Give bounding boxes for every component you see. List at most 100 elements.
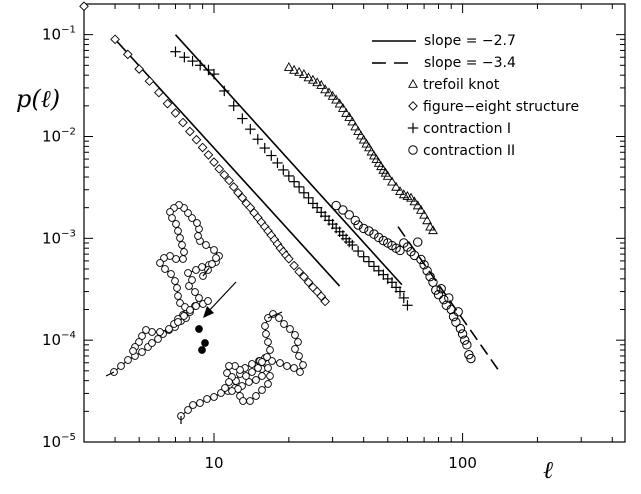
legend: slope = −2.7 slope = −3.4 trefoil knot figu… — [372, 33, 579, 159]
point-circle — [457, 329, 468, 339]
legend-label: trefoil knot — [423, 77, 500, 93]
chain-bead — [212, 254, 220, 262]
point-circle — [378, 235, 389, 246]
chain-bead — [262, 330, 270, 338]
point-diamond — [185, 126, 195, 137]
point-triangle — [406, 192, 416, 202]
point-circle — [448, 311, 459, 322]
chain-bead — [188, 214, 196, 222]
point-plus — [208, 68, 220, 80]
point-triangle — [341, 107, 352, 117]
point-circle — [374, 232, 384, 243]
y-tick-label: 10−4 — [42, 330, 76, 349]
chain-bead — [176, 234, 184, 242]
chain-bead — [189, 401, 197, 409]
legend-label: contraction I — [423, 121, 511, 137]
chain-bead — [296, 368, 304, 376]
point-plus — [307, 198, 319, 209]
chain-bead — [117, 362, 125, 370]
chain-bead — [180, 248, 188, 256]
chain-bead — [171, 277, 179, 285]
point-triangle — [323, 87, 334, 97]
legend-label: slope = −3.4 — [424, 55, 516, 71]
chain-bead — [264, 380, 272, 388]
chain-bead — [156, 328, 164, 336]
point-plus — [170, 46, 181, 57]
point-circle — [369, 229, 379, 239]
point-plus — [219, 85, 230, 97]
point-triangle — [320, 84, 331, 94]
point-diamond — [178, 117, 188, 128]
chain-bead-filled — [198, 346, 206, 354]
point-plus — [187, 55, 198, 67]
chain-bead — [148, 339, 156, 347]
legend-swatch-diamond — [408, 101, 418, 111]
fit-line-solid — [174, 34, 403, 286]
point-diamond — [228, 182, 239, 192]
point-diamond — [79, 1, 89, 12]
chain-bead — [221, 384, 229, 392]
chain-bead — [154, 335, 162, 343]
chain-end — [267, 311, 283, 319]
chain-bead — [268, 357, 276, 365]
fit-line-solid — [114, 38, 341, 287]
chain-bead — [258, 386, 266, 394]
point-plus — [298, 187, 310, 198]
point-triangle — [395, 186, 405, 196]
point-diamond — [203, 150, 214, 160]
chain-bead — [252, 392, 260, 400]
point-triangle — [307, 74, 318, 84]
chain-bead — [174, 292, 182, 300]
point-triangle — [298, 68, 309, 78]
chain-bead — [192, 302, 200, 310]
chain-bead — [185, 282, 193, 290]
point-circle — [338, 205, 348, 215]
point-plus — [237, 113, 248, 124]
point-triangle — [363, 142, 374, 152]
point-plus — [283, 170, 295, 182]
chain-bead — [248, 360, 256, 368]
point-circle — [409, 250, 420, 261]
point-plus — [402, 300, 413, 311]
chain-bead — [174, 227, 182, 235]
x-axis-label: ℓ — [543, 456, 553, 484]
chain-bead — [176, 299, 184, 307]
chain-bead-filled — [195, 325, 203, 333]
point-plus — [259, 142, 270, 154]
chain-bead — [248, 368, 256, 376]
chain-bead — [180, 312, 188, 320]
point-circle — [453, 307, 463, 317]
point-triangle — [422, 215, 433, 225]
chain-bead — [239, 397, 247, 405]
point-triangle — [391, 181, 402, 191]
point-plus — [368, 261, 380, 272]
point-triangle — [344, 111, 355, 121]
chain-bead — [294, 338, 302, 346]
point-circle — [460, 335, 470, 345]
chain-bead — [242, 372, 250, 380]
point-diamond — [316, 291, 327, 302]
point-plus — [194, 60, 206, 71]
point-circle — [331, 200, 341, 211]
chain-bead — [165, 325, 173, 333]
point-plus — [398, 292, 409, 304]
point-circle — [364, 226, 374, 236]
chain-bead — [283, 362, 291, 370]
chain-bead — [191, 288, 199, 296]
chain-bead — [142, 326, 150, 334]
polymer-chain-inset — [105, 201, 307, 424]
chain-bead — [290, 364, 298, 372]
chain-bead — [266, 372, 274, 380]
axis-ticks: 10−1 10−2 10−3 10−4 10−5 10 100 — [42, 3, 625, 472]
chain-bead — [179, 255, 187, 263]
point-plus — [266, 150, 277, 161]
point-diamond — [224, 175, 234, 186]
point-circle — [466, 353, 476, 364]
point-circle — [344, 210, 354, 220]
point-triangle — [312, 77, 323, 87]
point-plus — [272, 157, 283, 169]
chain-bead — [178, 241, 186, 249]
point-plus — [252, 134, 263, 145]
point-circle — [416, 254, 426, 265]
